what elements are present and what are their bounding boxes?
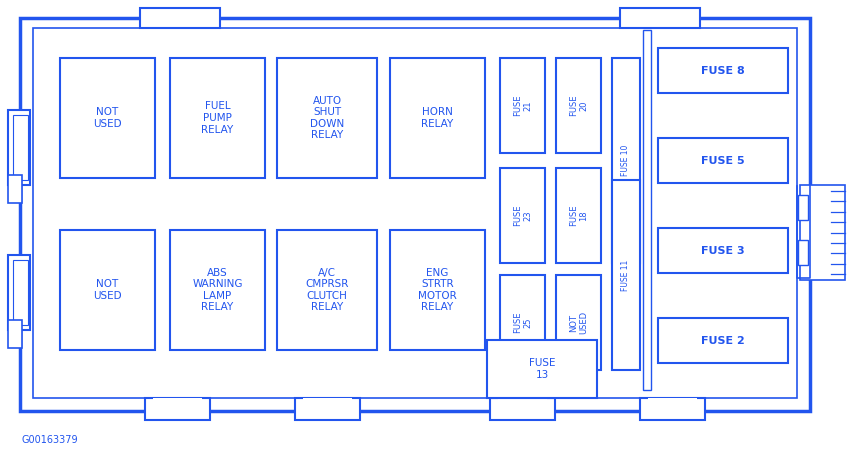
Bar [13, 115, 28, 180]
Bar [295, 398, 360, 420]
Text: FUSE
25: FUSE 25 [513, 312, 532, 333]
Bar [500, 275, 545, 370]
Text: FUSE 5: FUSE 5 [701, 155, 745, 166]
Bar [490, 398, 555, 420]
Bar [658, 48, 788, 93]
Text: FUSE 2: FUSE 2 [701, 335, 745, 345]
Bar [487, 340, 597, 398]
Bar [390, 58, 485, 178]
Bar [798, 240, 808, 265]
Bar [556, 168, 601, 263]
Bar [556, 275, 601, 370]
Bar [658, 318, 788, 363]
Bar [643, 30, 651, 390]
Text: FUSE
13: FUSE 13 [529, 358, 555, 380]
Bar [658, 138, 788, 183]
Bar [140, 8, 220, 28]
Text: NOT
USED: NOT USED [94, 279, 122, 301]
Bar [33, 28, 797, 398]
Text: G00163379: G00163379 [22, 435, 78, 445]
Text: ABS
WARNING
LAMP
RELAY: ABS WARNING LAMP RELAY [192, 268, 243, 313]
Bar [60, 58, 155, 178]
Bar [170, 58, 265, 178]
Bar [498, 398, 547, 410]
Text: A/C
CMPRSR
CLUTCH
RELAY: A/C CMPRSR CLUTCH RELAY [305, 268, 348, 313]
Bar [800, 185, 845, 280]
Text: HORN
RELAY: HORN RELAY [422, 107, 454, 129]
Bar [798, 195, 808, 220]
Text: FUSE
20: FUSE 20 [569, 95, 588, 116]
Text: NOT
USED: NOT USED [94, 107, 122, 129]
Text: FUSE
23: FUSE 23 [513, 205, 532, 226]
Bar [640, 398, 705, 420]
Bar [620, 8, 700, 28]
Bar [556, 58, 601, 153]
Bar [612, 180, 640, 370]
Bar [8, 175, 22, 203]
Bar [60, 230, 155, 350]
Bar [8, 255, 30, 330]
Bar [20, 18, 810, 411]
Bar [170, 230, 265, 350]
Text: AUTO
SHUT
DOWN
RELAY: AUTO SHUT DOWN RELAY [310, 96, 344, 141]
Bar [8, 110, 30, 185]
Text: FUSE
21: FUSE 21 [513, 95, 532, 116]
Bar [500, 168, 545, 263]
Bar [8, 320, 22, 348]
Text: ENG
STRTR
MOTOR
RELAY: ENG STRTR MOTOR RELAY [418, 268, 456, 313]
Text: FUSE
18: FUSE 18 [569, 205, 588, 226]
Bar [648, 398, 697, 410]
Bar [277, 230, 377, 350]
Bar [13, 260, 28, 325]
Bar [612, 58, 640, 263]
Text: FUSE 10: FUSE 10 [621, 145, 631, 176]
Bar [145, 398, 210, 420]
Bar [153, 398, 202, 410]
Bar [658, 228, 788, 273]
Text: FUSE 8: FUSE 8 [701, 66, 745, 75]
Bar [303, 398, 352, 410]
Text: FUSE 11: FUSE 11 [621, 260, 631, 291]
Bar [500, 58, 545, 153]
Text: FUSE 3: FUSE 3 [701, 246, 745, 255]
Bar [390, 230, 485, 350]
Text: NOT
USED: NOT USED [569, 311, 588, 334]
Text: FUEL
PUMP
RELAY: FUEL PUMP RELAY [201, 101, 234, 135]
Bar [277, 58, 377, 178]
